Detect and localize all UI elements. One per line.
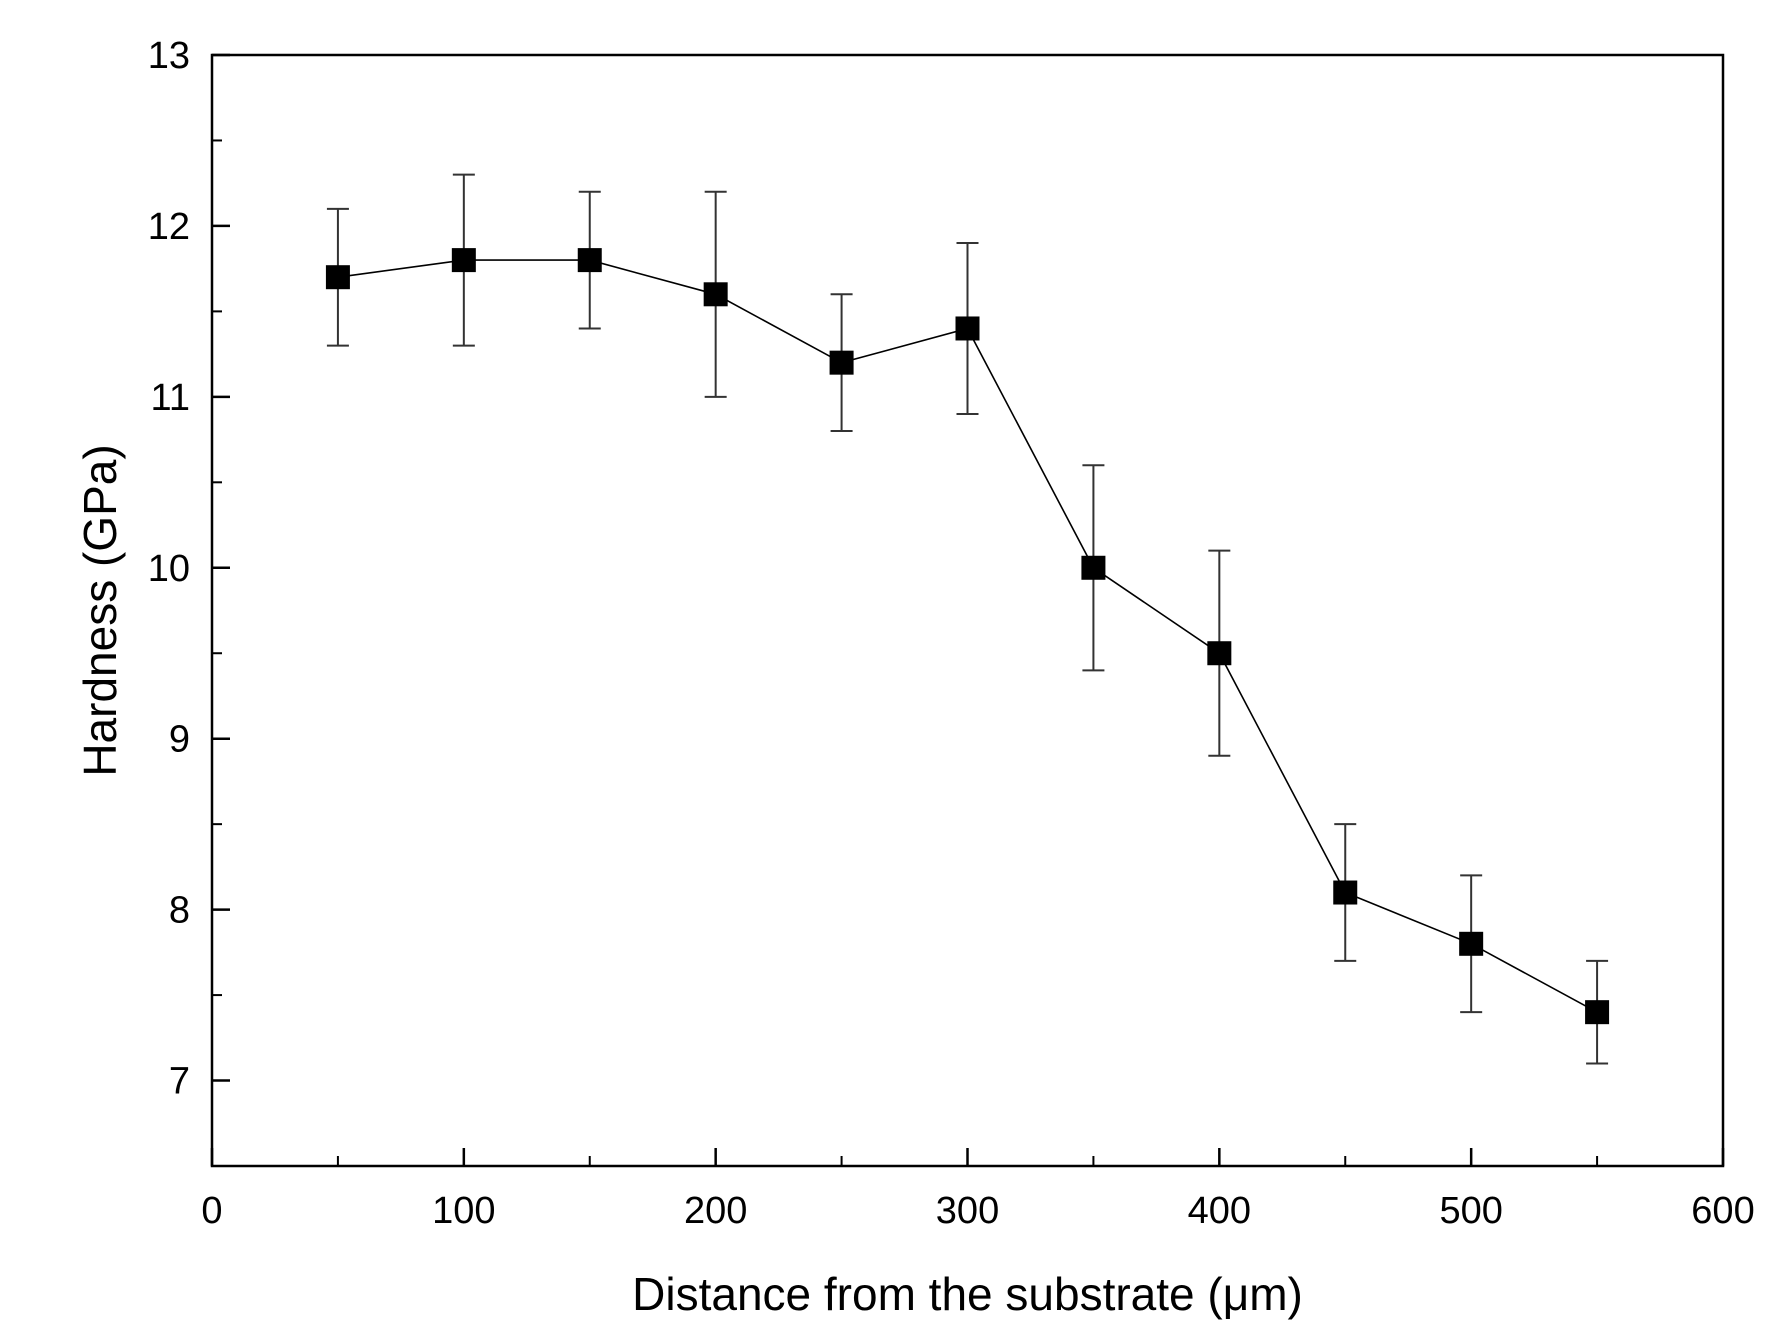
y-tick-label: 9 <box>169 719 190 761</box>
x-tick-label: 300 <box>936 1190 999 1232</box>
data-point-marker <box>1333 880 1358 905</box>
tick-labels: 0 100 200 300 400 500 600 7 8 9 10 11 12 13 <box>148 35 1755 1232</box>
data-point-marker <box>703 282 728 307</box>
x-tick-label: 600 <box>1691 1190 1754 1232</box>
y-tick-label: 7 <box>169 1061 190 1103</box>
x-tick-label: 500 <box>1439 1190 1502 1232</box>
x-tick-label: 200 <box>684 1190 747 1232</box>
data-point-marker <box>1585 1000 1610 1025</box>
x-tick-label: 400 <box>1188 1190 1251 1232</box>
data-point-marker <box>325 265 350 290</box>
data-point-marker <box>1207 641 1232 666</box>
plot-frame <box>210 53 1725 1168</box>
data-point-marker <box>1459 931 1484 956</box>
data-markers <box>325 248 1610 1025</box>
y-tick-label: 10 <box>148 548 190 590</box>
axis-ticks <box>210 53 1725 1166</box>
y-tick-label: 11 <box>151 377 190 419</box>
data-point-marker <box>1081 555 1106 580</box>
y-tick-label: 8 <box>169 890 190 932</box>
y-tick-label: 12 <box>148 206 190 248</box>
y-tick-label: 13 <box>148 35 190 77</box>
x-axis-label: Distance from the substrate (μm) <box>632 1268 1303 1320</box>
data-point-marker <box>829 350 854 375</box>
data-point-marker <box>451 248 476 273</box>
y-axis-label: Hardness (GPa) <box>74 444 126 776</box>
x-tick-label: 100 <box>432 1190 495 1232</box>
data-point-marker <box>577 248 602 273</box>
x-tick-label: 0 <box>201 1190 222 1232</box>
data-point-marker <box>955 316 980 341</box>
